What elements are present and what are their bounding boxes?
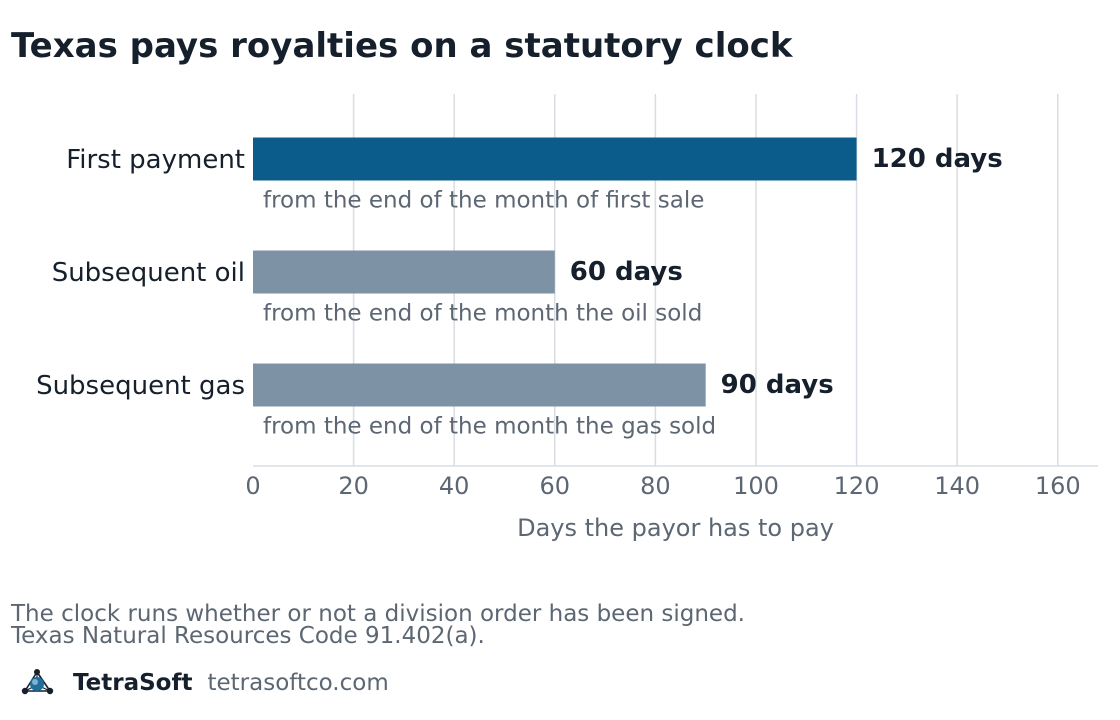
- x-tick-label-140: 140: [934, 472, 980, 500]
- value-label-first-payment: 120 days: [872, 144, 1003, 174]
- tetrahedron-logo-icon: [21, 669, 54, 695]
- x-tick-label-20: 20: [338, 472, 369, 500]
- x-tick-label-160: 160: [1035, 472, 1081, 500]
- annotation-first-payment: from the end of the month of first sale: [263, 188, 704, 214]
- category-label-first-payment: First payment: [66, 145, 245, 175]
- chart-title: Texas pays royalties on a statutory cloc…: [11, 26, 793, 66]
- value-label-subsequent-gas: 90 days: [721, 370, 834, 400]
- brand-footer: TetraSoft tetrasoftco.com: [20, 668, 389, 698]
- category-label-subsequent-gas: Subsequent gas: [36, 371, 245, 401]
- bar-chart: First payment 120 days from the end of the…: [36, 94, 1098, 542]
- bars: First payment 120 days from the end of the…: [36, 137, 1003, 440]
- annotation-subsequent-gas: from the end of the month the gas sold: [263, 414, 716, 440]
- x-tick-label-80: 80: [640, 472, 671, 500]
- brand-name: TetraSoft: [73, 670, 193, 696]
- category-label-subsequent-oil: Subsequent oil: [52, 258, 245, 288]
- x-tick-label-60: 60: [540, 472, 571, 500]
- footnote-division-order: The clock runs whether or not a division…: [11, 601, 745, 627]
- brand-url[interactable]: tetrasoftco.com: [207, 670, 389, 696]
- x-axis-title: Days the payor has to pay: [517, 514, 834, 542]
- x-tick-label-120: 120: [834, 472, 880, 500]
- bar-subsequent-gas: [253, 363, 706, 407]
- x-axis-ticks: 0 20 40 60 80 100 120 140 160: [245, 472, 1080, 500]
- x-tick-label-100: 100: [733, 472, 779, 500]
- x-tick-label-0: 0: [245, 472, 260, 500]
- footnote-statute: Texas Natural Resources Code 91.402(a).: [11, 623, 485, 649]
- bar-subsequent-oil: [253, 250, 555, 294]
- annotation-subsequent-oil: from the end of the month the oil sold: [263, 301, 702, 327]
- x-tick-label-40: 40: [439, 472, 470, 500]
- value-label-subsequent-oil: 60 days: [570, 257, 683, 287]
- bar-first-payment: [253, 137, 857, 181]
